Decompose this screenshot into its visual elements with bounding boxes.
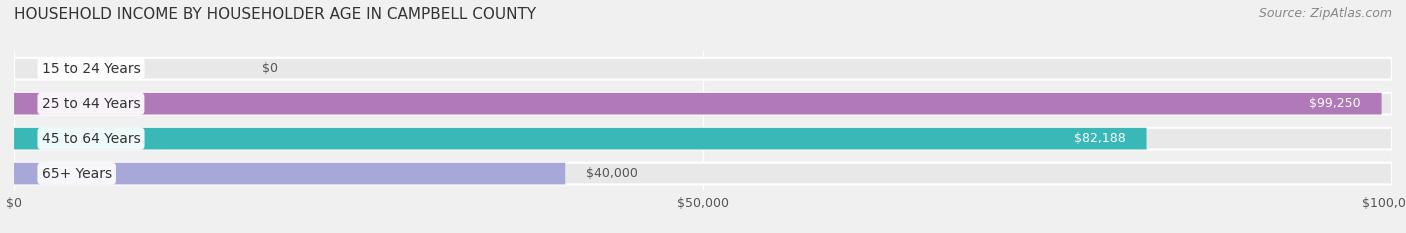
Text: 65+ Years: 65+ Years <box>42 167 111 181</box>
FancyBboxPatch shape <box>14 128 1146 150</box>
Text: 25 to 44 Years: 25 to 44 Years <box>42 97 141 111</box>
FancyBboxPatch shape <box>14 93 1382 115</box>
Text: Source: ZipAtlas.com: Source: ZipAtlas.com <box>1258 7 1392 20</box>
FancyBboxPatch shape <box>14 128 1392 150</box>
Text: HOUSEHOLD INCOME BY HOUSEHOLDER AGE IN CAMPBELL COUNTY: HOUSEHOLD INCOME BY HOUSEHOLDER AGE IN C… <box>14 7 536 22</box>
Text: $82,188: $82,188 <box>1074 132 1126 145</box>
Text: 15 to 24 Years: 15 to 24 Years <box>42 62 141 76</box>
Text: $99,250: $99,250 <box>1309 97 1361 110</box>
Text: $40,000: $40,000 <box>586 167 638 180</box>
Text: $0: $0 <box>262 62 278 75</box>
FancyBboxPatch shape <box>14 93 1392 115</box>
Text: 45 to 64 Years: 45 to 64 Years <box>42 132 141 146</box>
FancyBboxPatch shape <box>14 163 1392 185</box>
FancyBboxPatch shape <box>14 163 565 185</box>
FancyBboxPatch shape <box>14 58 1392 80</box>
